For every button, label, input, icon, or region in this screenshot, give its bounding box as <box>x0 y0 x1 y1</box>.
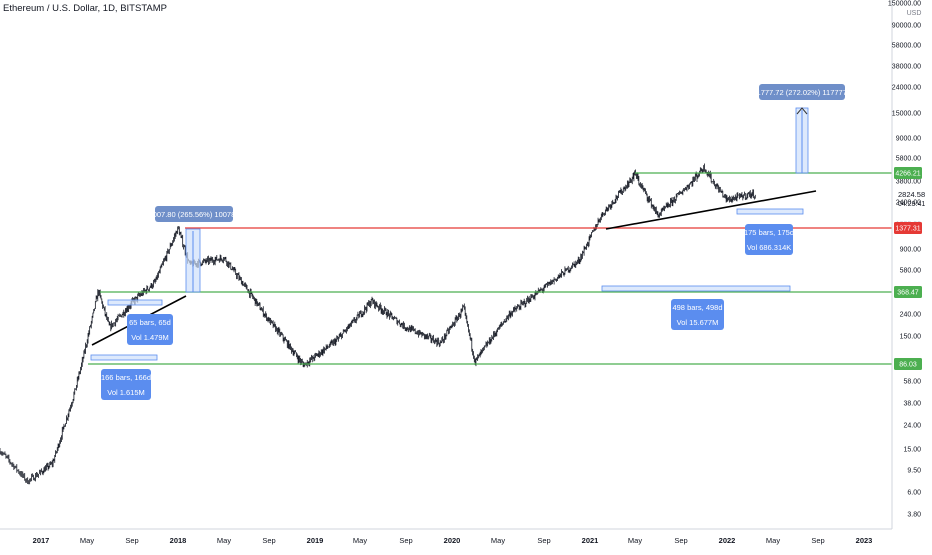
time-tick-label: 2019 <box>307 536 324 545</box>
measure-label-498d-text: Vol 15.677M <box>677 318 719 327</box>
date-range-166d <box>90 354 158 361</box>
price-tick-label: 2400.00 <box>896 200 921 207</box>
price-tick-label: 58.00 <box>903 379 921 386</box>
axis-unit-label: USD <box>907 10 922 17</box>
measure-label-target-box <box>759 84 845 100</box>
level-badge <box>894 358 922 370</box>
time-tick-label: 2022 <box>719 536 736 545</box>
price-tick-label: 150000.00 <box>888 1 921 8</box>
time-tick-label: 2018 <box>170 536 187 545</box>
price-tick-label: 24000.00 <box>892 85 921 92</box>
date-range-175d <box>736 208 804 215</box>
measure-label-2018-box <box>155 206 233 222</box>
measure-label-175d-text: Vol 686.314K <box>747 243 792 252</box>
date-range-65d <box>107 299 163 306</box>
last-price-countdown: 04:29:41 <box>898 201 925 208</box>
time-tick-label: Sep <box>674 536 687 545</box>
price-tick-label: 3800.00 <box>896 179 921 186</box>
measure-label-166d-text: Vol 1.615M <box>107 388 145 397</box>
price-tick-label: 5800.00 <box>896 156 921 163</box>
measure-label-498d-text: 498 bars, 498d <box>672 303 722 312</box>
price-tick-label: 6.00 <box>907 490 921 497</box>
measure-label-166d-box <box>101 369 151 400</box>
candle-series <box>0 163 756 485</box>
measure-label-498d-box <box>671 299 724 330</box>
price-tick-label: 9.50 <box>907 468 921 475</box>
price-tick-label: 150.00 <box>900 334 922 341</box>
level-badge <box>894 222 922 234</box>
price-tick-label: 38000.00 <box>892 64 921 71</box>
time-tick-label: 2021 <box>582 536 599 545</box>
level-badge <box>894 167 922 179</box>
level-badge-text: 86.03 <box>899 362 917 369</box>
trendline-2021 <box>605 190 817 230</box>
time-tick-label: 2020 <box>444 536 461 545</box>
time-tick-label: May <box>80 536 94 545</box>
time-tick-label: May <box>217 536 231 545</box>
price-tick-label: 24.00 <box>903 423 921 430</box>
price-tick-label: 15.00 <box>903 447 921 454</box>
measure-label-2018-text: 1007.80 (265.56%) 100780 <box>149 210 240 219</box>
measure-label-65d-text: Vol 1.479M <box>131 333 169 342</box>
time-tick-label: May <box>766 536 780 545</box>
measure-label-175d-text: 175 bars, 175d <box>744 228 794 237</box>
measure-arrow-head <box>796 107 808 115</box>
level-badge <box>894 286 922 298</box>
symbol-title: Ethereum / U.S. Dollar, 1D, BITSTAMP <box>3 3 168 14</box>
price-tick-label: 15000.00 <box>892 111 921 118</box>
price-tick-label: 38.00 <box>903 401 921 408</box>
price-tick-label: 9000.00 <box>896 136 921 143</box>
date-range-498d <box>601 285 791 292</box>
measure-label-65d-box <box>127 314 173 345</box>
price-tick-label: 58000.00 <box>892 43 921 50</box>
measure-label-175d-box <box>745 224 793 255</box>
price-tick-label: 90000.00 <box>892 23 921 30</box>
last-price-label: 2824.58 <box>898 190 925 199</box>
level-badge-text: 4266.21 <box>895 171 920 178</box>
time-tick-label: Sep <box>537 536 550 545</box>
time-tick-label: Sep <box>262 536 275 545</box>
price-tick-label: 3.80 <box>907 512 921 519</box>
time-tick-label: 2017 <box>33 536 50 545</box>
measure-label-166d-text: 166 bars, 166d <box>101 373 151 382</box>
time-tick-label: Sep <box>125 536 138 545</box>
level-badge-text: 368.47 <box>897 290 919 297</box>
time-tick-label: May <box>353 536 367 545</box>
time-tick-label: 2023 <box>856 536 873 545</box>
time-tick-label: Sep <box>811 536 824 545</box>
time-tick-label: May <box>628 536 642 545</box>
price-tick-label: 900.00 <box>900 247 922 254</box>
measure-label-target-text: 11777.72 (272.02%) 1177772 <box>753 88 851 97</box>
time-tick-label: May <box>491 536 505 545</box>
level-badge-text: 1377.31 <box>895 226 920 233</box>
measure-label-65d-text: 65 bars, 65d <box>129 318 171 327</box>
price-tick-label: 580.00 <box>900 268 922 275</box>
price-tick-label: 240.00 <box>900 312 922 319</box>
time-tick-label: Sep <box>399 536 412 545</box>
